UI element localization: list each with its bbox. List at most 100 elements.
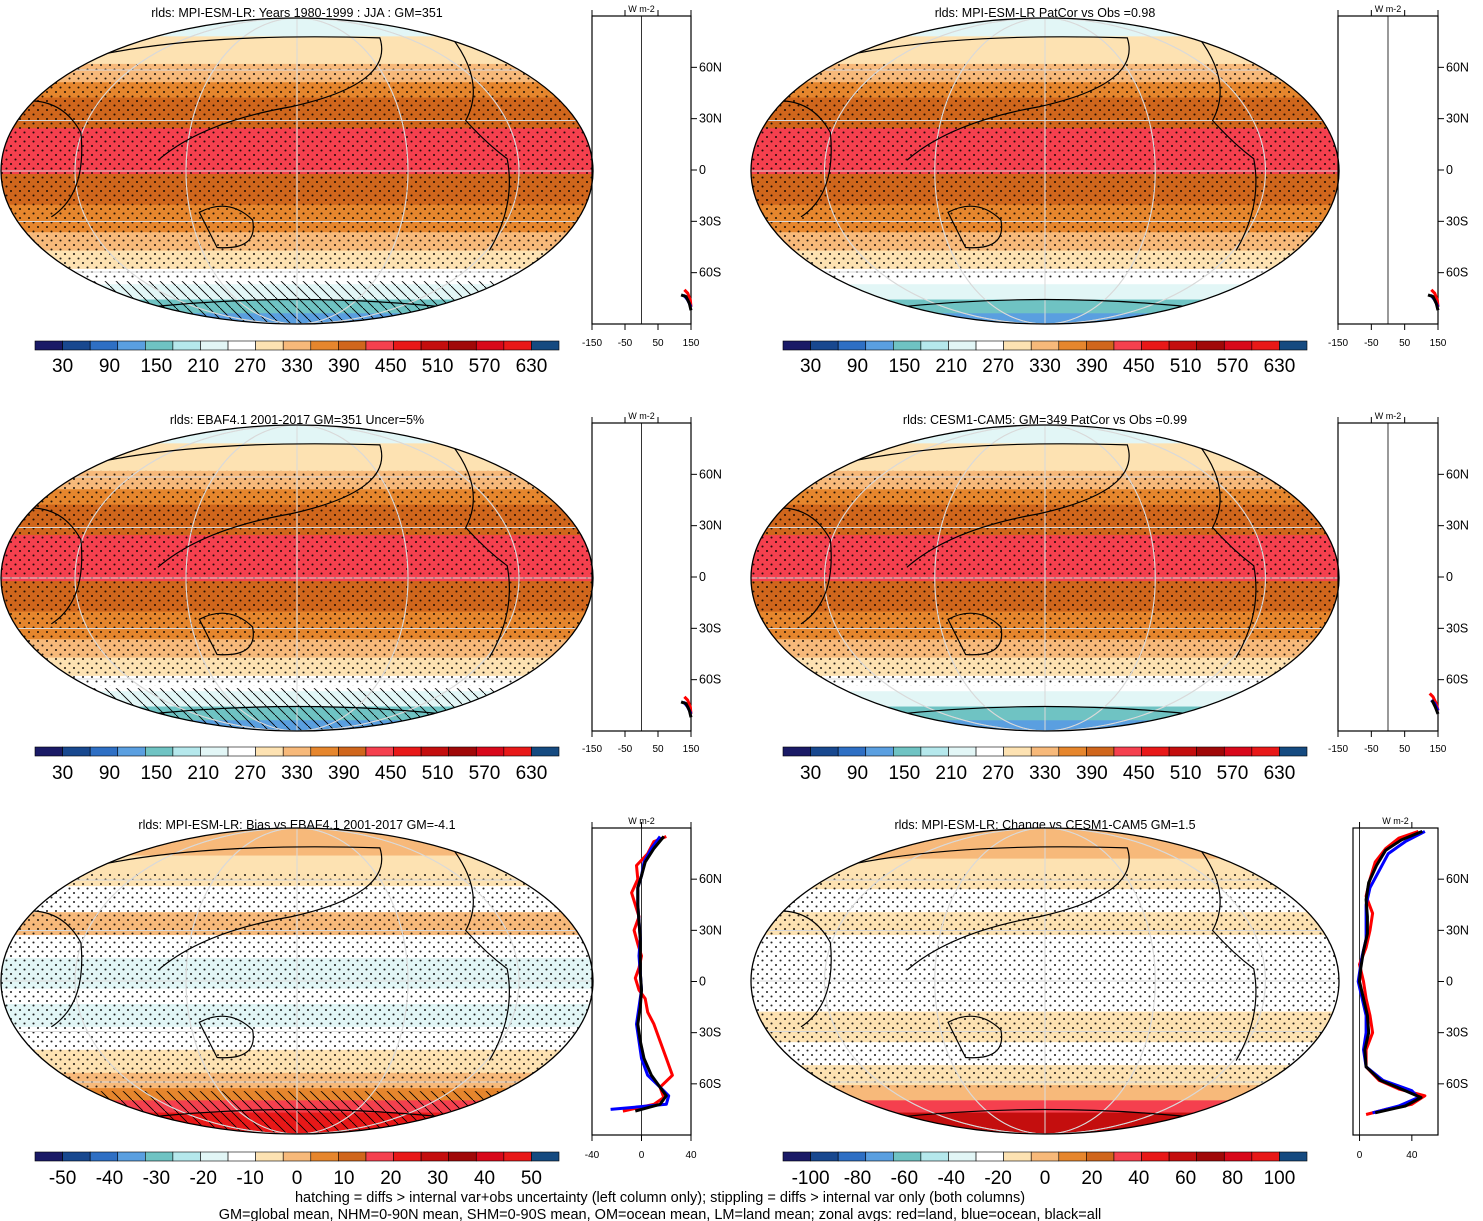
colorbar-swatch [282, 746, 312, 757]
coastline [134, 705, 460, 717]
map-panel [750, 827, 1340, 1135]
coastline [15, 100, 83, 218]
colorbar-swatch [975, 1151, 1004, 1162]
colorbar-swatch [420, 340, 449, 351]
colorbar-swatch [117, 340, 146, 351]
colorbar-label: 450 [1123, 763, 1155, 784]
lat-label: 0 [1446, 975, 1453, 989]
x-tick-label: 50 [1399, 338, 1411, 349]
lat-label: 30S [1446, 621, 1468, 635]
colorbar-swatch [34, 1151, 63, 1162]
x-tick-label: -150 [582, 338, 602, 349]
x-tick-label: 150 [683, 338, 700, 349]
colorbar-swatch [393, 340, 422, 351]
colorbar-swatch [1251, 340, 1280, 351]
zonal-series-black [634, 835, 668, 1113]
colorbar-label: 270 [982, 356, 1014, 377]
colorbar-swatch [172, 1151, 201, 1162]
coastline [450, 35, 510, 251]
colorbar-label: 60 [1175, 1168, 1196, 1189]
colorbar-swatch [1251, 746, 1280, 757]
colorbar-swatch [310, 1151, 339, 1162]
colorbar-label: 40 [474, 1168, 495, 1189]
map-border [750, 17, 1340, 325]
colorbar-label: 570 [1217, 356, 1249, 377]
colorbar-swatch [837, 340, 867, 351]
colorbar-swatch [172, 340, 201, 351]
colorbar-swatch [920, 340, 949, 351]
colorbar-swatch [782, 746, 811, 757]
colorbar-label: 630 [1264, 763, 1296, 784]
colorbar-swatch [865, 340, 894, 351]
zonal-series-red [622, 835, 674, 1113]
colorbar-swatch [475, 1151, 505, 1162]
colorbar-label: -60 [891, 1168, 918, 1189]
map-panel [0, 424, 594, 732]
colorbar-swatch [89, 340, 119, 351]
coastline [134, 298, 460, 310]
colorbar-swatch [475, 340, 505, 351]
coastline [883, 298, 1207, 310]
colorbar-swatch [200, 340, 229, 351]
chart-title: rlds: CESM1-CAM5: GM=349 PatCor vs Obs =… [903, 413, 1187, 427]
map-border [750, 424, 1340, 732]
zonal-series-black [1430, 699, 1440, 715]
colorbar-swatch [531, 1151, 560, 1162]
colorbar-label: 210 [935, 763, 967, 784]
colorbar: 30 90 150 210 270 330 390 450 510 570 630 [34, 340, 560, 377]
coastline [883, 1108, 1207, 1120]
map-field [751, 425, 1339, 731]
colorbar-label: 90 [847, 356, 868, 377]
colorbar-label: 270 [982, 763, 1014, 784]
lat-label: 0 [699, 163, 706, 177]
lat-label: 60S [699, 266, 721, 280]
colorbar-swatch [448, 746, 477, 757]
x-tick-label: 0 [639, 1150, 645, 1161]
colorbar-label: 510 [422, 763, 454, 784]
coastline [947, 1015, 1003, 1059]
zonal-unit: W m-2 [628, 4, 655, 14]
colorbar-label: -10 [236, 1168, 263, 1189]
lat-label: 60N [1446, 60, 1469, 74]
map-panel [0, 827, 594, 1135]
colorbar-swatch [1058, 1151, 1087, 1162]
colorbar-label: -40 [937, 1168, 964, 1189]
lat-label: 0 [1446, 570, 1453, 584]
x-tick-label: 50 [652, 744, 664, 755]
map-border [750, 827, 1340, 1135]
lat-label: 60S [699, 673, 721, 687]
colorbar: -100 -80 -60 -40 -20 0 20 40 60 80 100 [782, 1151, 1308, 1189]
colorbar-swatch [503, 1151, 532, 1162]
lat-label: 30N [1446, 923, 1469, 937]
coastline [24, 36, 383, 161]
colorbar-label: 150 [888, 356, 920, 377]
zonal-series-black [680, 700, 693, 718]
colorbar-swatch [837, 1151, 867, 1162]
colorbar-label: 630 [516, 356, 548, 377]
colorbar-label: 570 [469, 763, 501, 784]
colorbar-swatch [255, 746, 284, 757]
colorbar-label: 30 [800, 763, 821, 784]
colorbar-swatch [920, 746, 949, 757]
lat-label: 30S [699, 1026, 721, 1040]
colorbar-label: 20 [1081, 1168, 1102, 1189]
colorbar-label: 20 [380, 1168, 401, 1189]
colorbar-swatch [782, 340, 811, 351]
lat-label: 30S [699, 621, 721, 635]
colorbar-label: 80 [1222, 1168, 1243, 1189]
colorbar-swatch [420, 746, 449, 757]
colorbar-swatch [62, 1151, 91, 1162]
x-tick-label: -40 [585, 1150, 600, 1161]
colorbar-label: 30 [52, 763, 73, 784]
colorbar-label: 30 [52, 356, 73, 377]
zonal-unit: W m-2 [1375, 411, 1402, 421]
colorbar-swatch [503, 746, 532, 757]
x-tick-label: -50 [1364, 744, 1379, 755]
x-tick-label: 0 [1357, 1150, 1363, 1161]
lat-label: 0 [699, 975, 706, 989]
colorbar-swatch [117, 746, 146, 757]
x-tick-label: 150 [683, 744, 700, 755]
chart-title: rlds: MPI-ESM-LR PatCor vs Obs =0.98 [935, 6, 1156, 20]
lat-label: 0 [699, 570, 706, 584]
coastline [198, 612, 254, 656]
